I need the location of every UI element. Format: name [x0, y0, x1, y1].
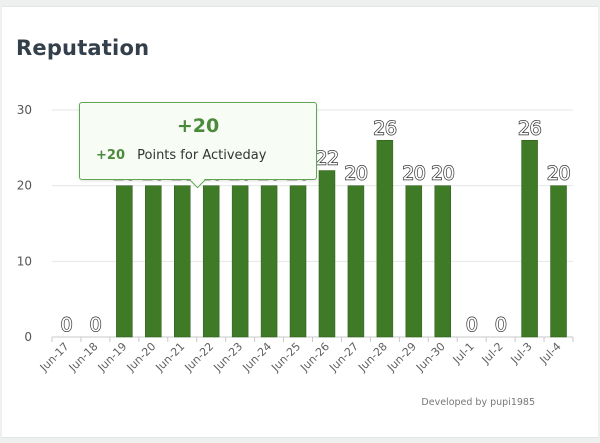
bar-value-label: 22 [315, 148, 338, 170]
bar-value-label: 26 [518, 117, 541, 139]
bar [289, 185, 307, 338]
bar [405, 185, 423, 338]
bar-value-label: 20 [402, 163, 425, 185]
x-tick-label: Jun-17 [37, 340, 72, 375]
bar-value-label: 0 [466, 314, 478, 336]
x-tick-label: Jun-26 [297, 340, 332, 375]
bar [174, 185, 191, 338]
bar [145, 185, 162, 338]
bar [521, 140, 538, 338]
bar-value-label: 0 [90, 314, 102, 336]
bar [434, 185, 451, 338]
credit-text: Developed by pupi1985 [421, 397, 535, 408]
bar [202, 185, 220, 338]
tooltip-total: +20 [176, 115, 220, 137]
x-tick-label: Jun-30 [413, 340, 448, 375]
tooltip-description: Points for Activeday [137, 148, 267, 163]
bar-value-label: 26 [373, 117, 396, 139]
bar-value-label: 20 [547, 163, 570, 185]
y-tick-label: 10 [17, 254, 32, 268]
y-tick-label: 30 [17, 103, 32, 117]
x-tick-label: Jul-2 [479, 340, 506, 367]
x-tick-label: Jun-18 [66, 340, 101, 375]
bar-value-label: 20 [344, 163, 367, 185]
bar [550, 185, 567, 338]
x-tick-label: Jun-19 [95, 340, 130, 375]
x-tick-label: Jun-27 [326, 340, 361, 375]
bar [231, 185, 249, 338]
x-tick-label: Jun-25 [268, 340, 303, 375]
x-tick-label: Jun-20 [124, 340, 159, 375]
bar [116, 185, 133, 338]
bar-value-label: 0 [61, 314, 73, 336]
x-tick-label: Jun-23 [211, 340, 246, 375]
x-tick-label: Jul-4 [537, 340, 564, 367]
x-tick-label: Jun-24 [239, 340, 274, 375]
y-tick-label: 0 [24, 330, 32, 344]
x-tick-label: Jul-3 [508, 340, 535, 367]
x-tick-label: Jul-1 [450, 340, 477, 367]
bar [260, 185, 278, 338]
bar-value-label: 0 [495, 314, 507, 336]
tooltip-row: +20 Points for Activeday [96, 148, 266, 163]
bar [376, 140, 394, 338]
y-tick-label: 20 [17, 179, 32, 193]
x-tick-label: Jun-29 [384, 340, 419, 375]
x-tick-label: Jun-28 [355, 340, 390, 375]
card-title: Reputation [16, 36, 150, 60]
bar-tooltip: +20 +20 Points for Activeday [79, 102, 317, 180]
bar [318, 170, 336, 338]
bar-value-label: 20 [431, 163, 454, 185]
x-tick-label: Jun-21 [153, 340, 188, 375]
bar [347, 185, 365, 338]
x-tick-label: Jun-22 [182, 340, 217, 375]
tooltip-points: +20 [96, 148, 125, 163]
